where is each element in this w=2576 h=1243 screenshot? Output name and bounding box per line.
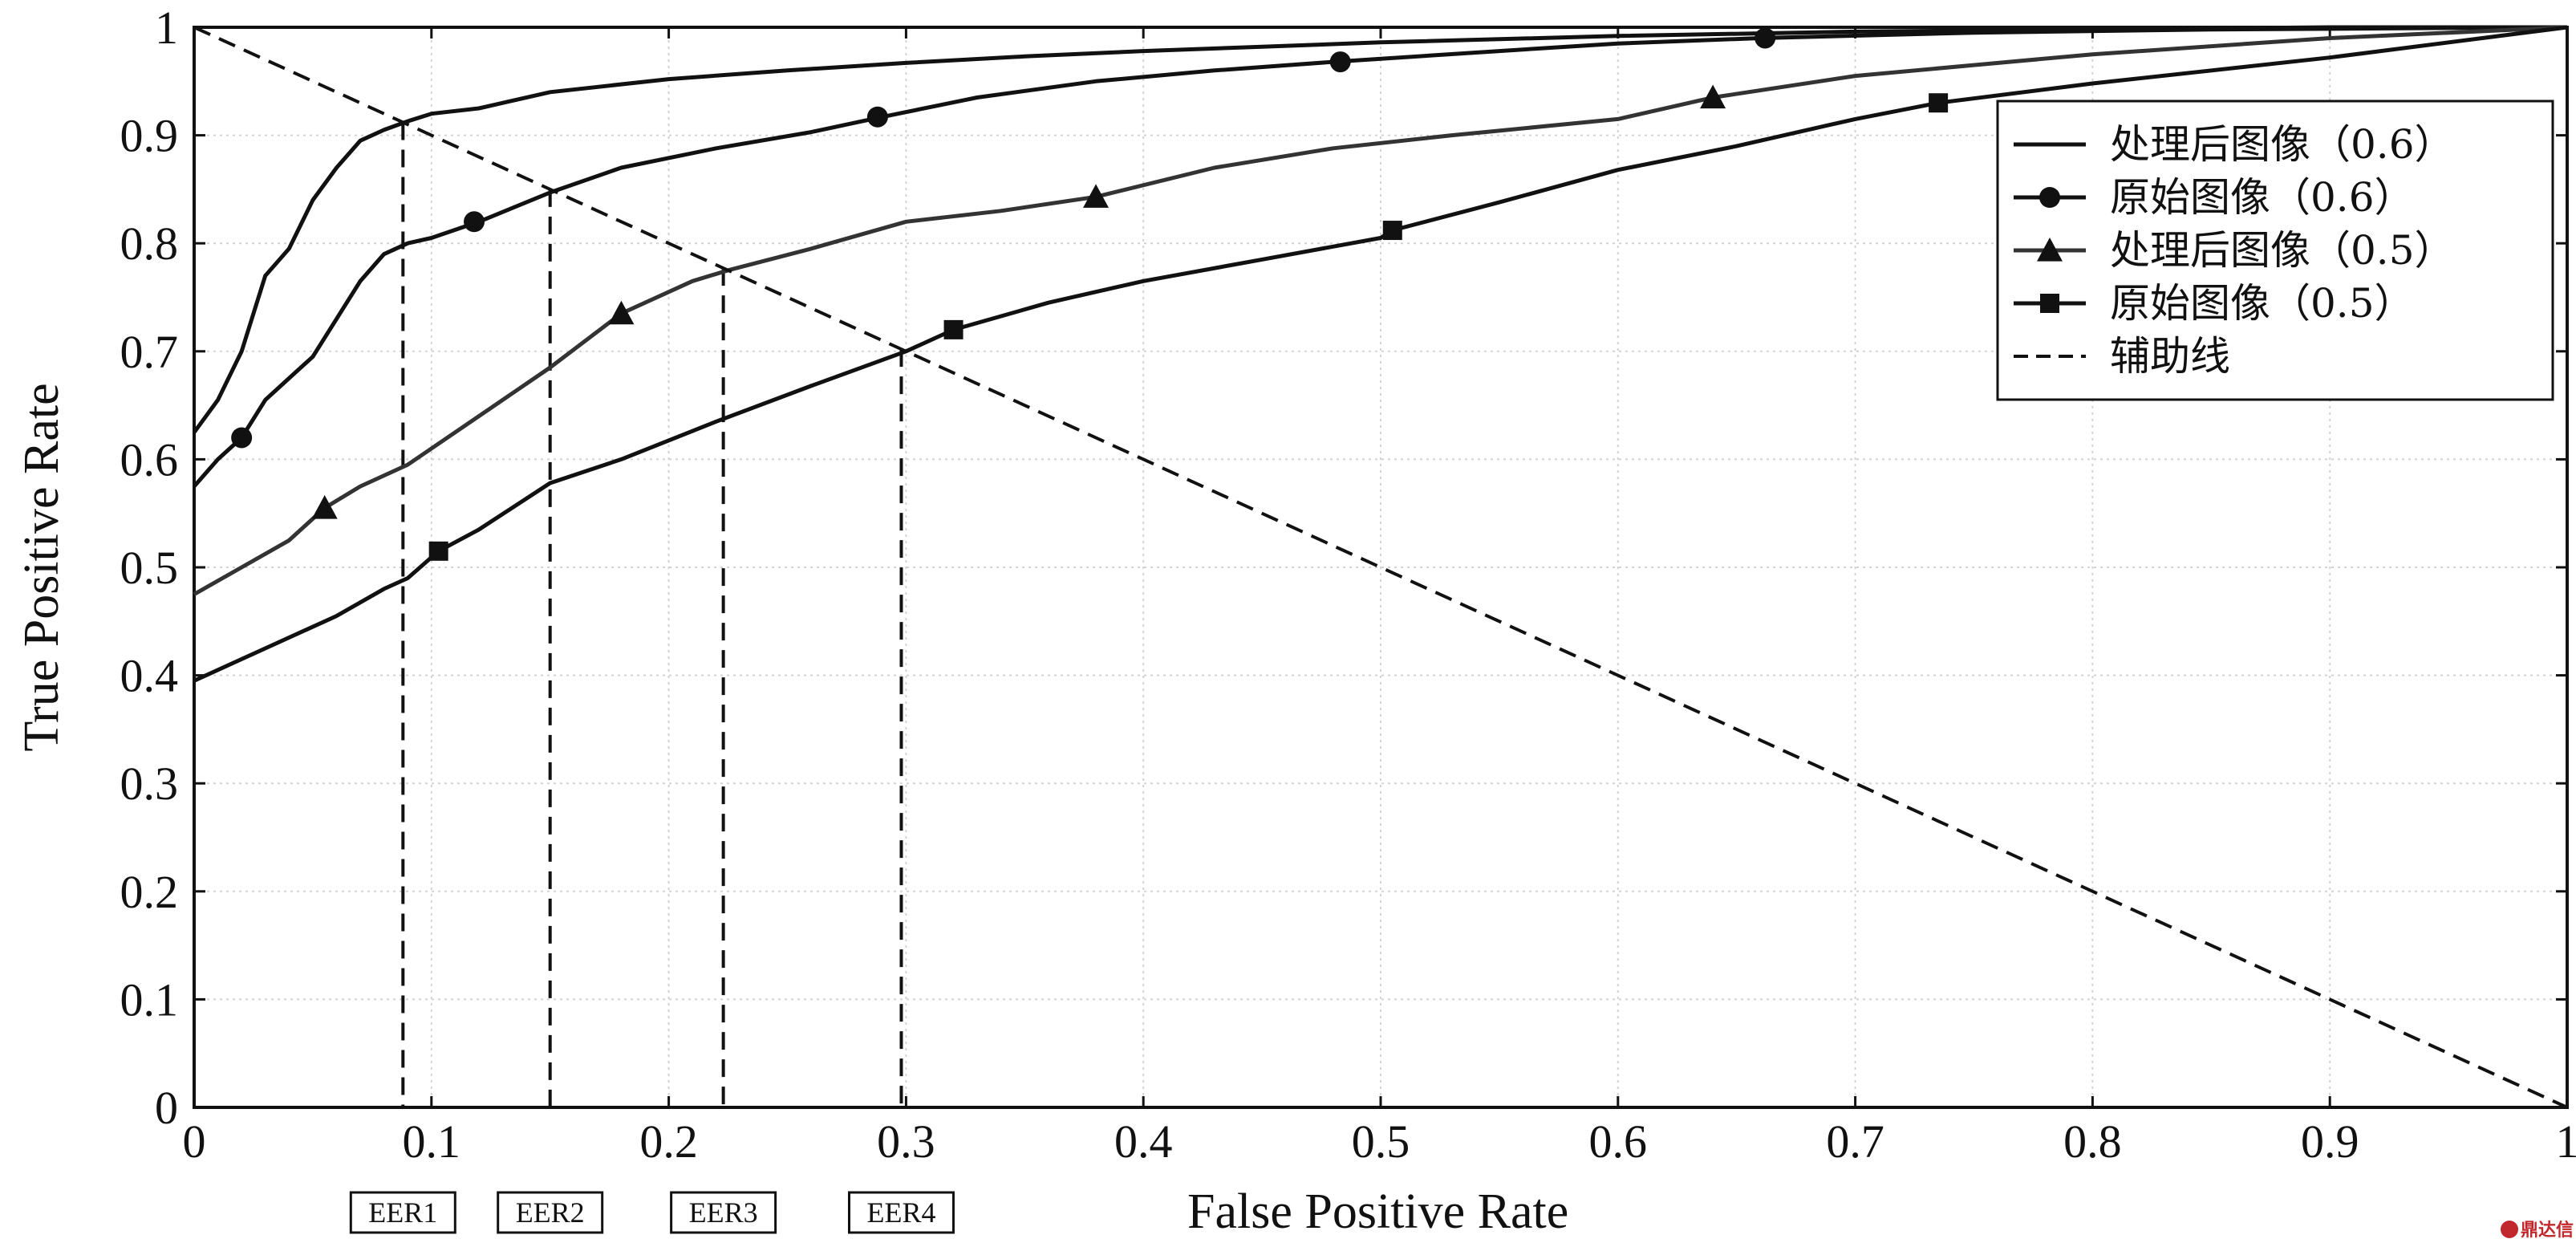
data-point [1700, 84, 1726, 109]
data-point [311, 494, 338, 519]
eer-label: EER3 [689, 1196, 758, 1229]
legend-marker [2037, 238, 2063, 262]
y-tick-label: 0.3 [120, 758, 179, 810]
x-tick-label: 0.6 [1589, 1115, 1648, 1168]
x-tick-label: 0.9 [2301, 1115, 2359, 1168]
y-tick-label: 0.1 [120, 973, 179, 1026]
x-tick-label: 0.2 [639, 1115, 698, 1168]
legend-marker [2040, 294, 2059, 313]
eer-label-box [349, 1191, 456, 1234]
series-line [193, 25, 2568, 488]
y-tick-label: 0.8 [120, 217, 179, 270]
y-tick-label: 0.5 [120, 542, 179, 594]
eer-label: EER4 [866, 1196, 935, 1229]
data-point [231, 427, 253, 449]
legend-label: 处理后图像（0.5） [2110, 227, 2455, 274]
legend-label: 原始图像（0.6） [2110, 174, 2415, 221]
watermark-text: 鼎达信 [2521, 1220, 2574, 1241]
watermark-logo-icon [2501, 1221, 2518, 1238]
x-tick-label: 0.1 [403, 1115, 461, 1168]
y-tick-label: 0.6 [120, 433, 179, 485]
x-tick-label: 0.7 [1826, 1115, 1884, 1168]
eer-label-box [497, 1191, 604, 1234]
data-point [1083, 184, 1110, 208]
data-point [1755, 27, 1776, 49]
data-point [608, 300, 635, 325]
y-tick-label: 0.2 [120, 866, 179, 918]
legend-label: 原始图像（0.5） [2110, 280, 2415, 327]
data-point [1929, 93, 1949, 113]
legend-label: 处理后图像（0.6） [2110, 121, 2455, 168]
legend-label: 辅助线 [2110, 333, 2230, 380]
y-tick-label: 0 [155, 1082, 178, 1134]
data-point [1329, 51, 1351, 73]
legend-box [1996, 100, 2554, 401]
legend: 处理后图像（0.6） 原始图像（0.6） 处理后图像（0.5） 原始图像（0.5） 辅助… [1996, 100, 2554, 401]
legend-marker [2039, 187, 2060, 208]
x-tick-label: 0.3 [877, 1115, 935, 1168]
watermark: 鼎达信 [2501, 1220, 2574, 1241]
eer-label: EER1 [368, 1196, 437, 1229]
axis-ticks: 0 0.1 0.2 0.3 0.4 0.5 0.6 0.7 0.8 0.9 1 0 0.1 0.2 0.3 0… [120, 2, 2576, 1168]
eer-label-box [847, 1191, 955, 1234]
eer-label-box [670, 1191, 777, 1234]
x-tick-label: 0.8 [2063, 1115, 2122, 1168]
x-tick-label: 0.4 [1114, 1115, 1173, 1168]
eer-label: EER2 [516, 1196, 585, 1229]
x-tick-label: 0 [183, 1115, 206, 1168]
data-point [464, 211, 485, 233]
eer-guides: EER1 EER2 EER3 EER4 [349, 122, 955, 1234]
x-tick-label: 0.5 [1352, 1115, 1410, 1168]
y-tick-label: 0.7 [120, 326, 179, 378]
x-tick-label: 1 [2556, 1115, 2576, 1168]
x-axis-title: False Positive Rate [1187, 1184, 1568, 1239]
y-tick-label: 1 [155, 2, 178, 54]
series-line [193, 25, 2568, 596]
data-point [1382, 221, 1402, 241]
y-axis-title: True Positive Rate [14, 383, 69, 751]
series-markers [231, 27, 1949, 561]
y-tick-label: 0.9 [120, 110, 179, 162]
y-tick-label: 0.4 [120, 650, 179, 702]
series-line [192, 25, 2567, 434]
data-point [943, 319, 963, 339]
legend-items: 处理后图像（0.6） 原始图像（0.6） 处理后图像（0.5） 原始图像（0.5） 辅助… [2014, 121, 2455, 380]
data-point [428, 541, 448, 561]
data-point [866, 106, 888, 128]
